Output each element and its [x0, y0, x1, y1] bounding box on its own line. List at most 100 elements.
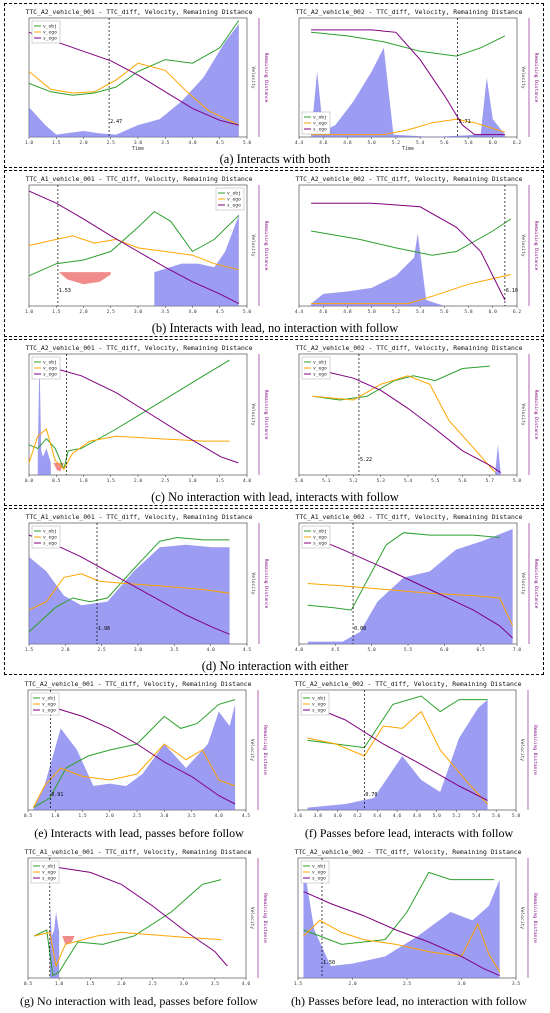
chart-d1-line-s_ego [28, 534, 230, 635]
chart-c2-ttc-fill [495, 444, 501, 475]
chart-b2-right-ylabel-velocity: Velocity [520, 234, 526, 256]
chart-c1-xtick-label: 3.5 [216, 478, 225, 484]
chart-g-xtick-label: 4.0 [242, 981, 251, 987]
chart-a2-legend-entry: v_ego [313, 122, 327, 127]
chart-g: TTC_A1_vehicle_001 - TTC_diff, Velocity,… [24, 848, 268, 987]
chart-g-xtick-label: 0.5 [24, 981, 33, 987]
chart-c2-xtick-label: 5.6 [458, 478, 467, 484]
chart-c1-xtick-label: 2.5 [161, 478, 170, 484]
chart-d1-xtick-label: 4.5 [243, 647, 252, 653]
chart-d1-legend-entry: v_ego [43, 536, 57, 541]
chart-b2-xtick-label: 5.4 [416, 309, 425, 315]
chart-b2-xtick-label: 5.8 [464, 309, 473, 315]
caption-f: (f) Passes before lead, interacts with f… [304, 826, 514, 840]
chart-d2-ttc-fill [307, 529, 513, 644]
chart-h-title: TTC_A2_vehicle_002 - TTC_diff, Velocity,… [294, 848, 521, 856]
chart-g-xtick-label: 2.0 [117, 981, 126, 987]
chart-f: TTC_A2_vehicle_002 - TTC_diff, Velocity,… [294, 680, 538, 819]
chart-h-xtick-label: 3.0 [457, 981, 466, 987]
caption-h: (h) Passes before lead, no interaction w… [291, 994, 527, 1008]
chart-e-xtick-label: 2.0 [106, 813, 115, 819]
chart-panel-b2: TTC_A2_vehicle_002 - TTC_diff, Velocity,… [277, 173, 541, 320]
chart-b1-legend-entry: v_ego [227, 198, 241, 203]
chart-b1-xtick-label: 1.0 [25, 309, 34, 315]
chart-b1: TTC_A1_vehicle_001 - TTC_diff, Velocity,… [25, 175, 269, 315]
chart-f-legend-entry: s_ego [312, 709, 326, 714]
chart-d1-right-ylabel-velocity: Velocity [250, 572, 256, 594]
chart-a2: TTC_A2_vehicle_002 - TTC_diff, Velocity,… [295, 8, 539, 151]
chart-f-xtick-label: 5.6 [492, 813, 501, 819]
chart-e-ttc-fill [33, 704, 236, 810]
chart-panel-h: TTC_A2_vehicle_002 - TTC_diff, Velocity,… [276, 846, 540, 992]
figure-group-a: TTC_A2_vehicle_001 - TTC_diff, Velocity,… [4, 3, 544, 168]
chart-f-line-v_ego [307, 710, 488, 805]
chart-d1-xtick-label: 4.0 [207, 647, 216, 653]
chart-b2-title: TTC_A2_vehicle_002 - TTC_diff, Velocity,… [295, 175, 522, 183]
chart-h-xtick-label: 2.0 [348, 981, 357, 987]
chart-c2-xtick-label: 5.1 [322, 478, 331, 484]
chart-a1-xtick-label: 3.5 [161, 140, 170, 146]
chart-h-line-v_ego [303, 919, 501, 973]
chart-g-ttc-negative-fill [62, 936, 75, 945]
chart-b2: TTC_A2_vehicle_002 - TTC_diff, Velocity,… [295, 175, 539, 315]
chart-c1-xtick-label: 3.0 [188, 478, 197, 484]
chart-b1-xtick-label: 4.0 [188, 309, 197, 315]
chart-a2-xtick-label: 4.4 [295, 140, 304, 146]
chart-b1-xtick-label: 2.5 [107, 309, 116, 315]
chart-e-xtick-label: 2.5 [133, 813, 142, 819]
chart-b2-xtick-label: 4.4 [295, 309, 304, 315]
chart-b2-xtick-label: 6.0 [489, 309, 498, 315]
chart-h-line-s_ego [303, 891, 500, 977]
chart-g-line-v_ego [34, 931, 222, 968]
chart-g-ttc-fill [49, 906, 60, 978]
chart-c2-right-ylabel-velocity: Velocity [520, 403, 526, 425]
chart-c1-legend-entry: s_ego [43, 373, 57, 378]
chart-a2-vline-label: 5.71 [459, 119, 471, 125]
chart-e: TTC_A2_vehicle_001 - TTC_diff, Velocity,… [24, 680, 268, 819]
chart-f-title: TTC_A2_vehicle_002 - TTC_diff, Velocity,… [294, 680, 521, 688]
chart-c1-right-ylabel-velocity: Velocity [250, 403, 256, 425]
chart-d1: TTC_A1_vehicle_001 - TTC_diff, Velocity,… [25, 513, 269, 653]
chart-c1: TTC_A2_vehicle_001 - TTC_diff, Velocity,… [25, 344, 269, 484]
chart-d2-line-v_ego [307, 583, 514, 627]
chart-f-xtick-label: 3.6 [294, 813, 303, 819]
chart-d1-ttc-fill [29, 544, 230, 644]
chart-a2-title: TTC_A2_vehicle_002 - TTC_diff, Velocity,… [295, 8, 522, 16]
chart-e-xtick-label: 1.5 [78, 813, 87, 819]
caption-a: (a) Interacts with both [219, 152, 331, 166]
chart-b1-right-ylabel-distance: Remaining Distance [263, 221, 269, 271]
chart-h-right-ylabel-velocity: Velocity [519, 907, 525, 929]
figure-group-b: TTC_A1_vehicle_001 - TTC_diff, Velocity,… [4, 170, 544, 337]
chart-e-legend-entry: s_ego [42, 709, 56, 714]
chart-b1-ttc-fill [154, 215, 239, 306]
chart-c2-xtick-label: 5.0 [295, 478, 304, 484]
chart-e-right-ylabel-velocity: Velocity [249, 739, 255, 761]
chart-e-xtick-label: 0.5 [24, 813, 33, 819]
chart-e-legend-entry: v_obj [42, 696, 56, 702]
chart-f-xtick-label: 5.2 [452, 813, 461, 819]
chart-a2-right-ylabel-velocity: Velocity [520, 66, 526, 88]
chart-c2-xtick-label: 5.7 [486, 478, 495, 484]
caption-g: (g) No interaction with lead, passes bef… [20, 994, 258, 1008]
chart-a1-xtick-label: 3.0 [134, 140, 143, 146]
chart-d2-xtick-label: 6.0 [440, 647, 449, 653]
chart-a1-xtick-label: 1.5 [52, 140, 61, 146]
chart-d2-line-s_ego [307, 534, 513, 639]
chart-b2-xtick-label: 4.6 [319, 309, 328, 315]
chart-b1-xtick-label: 1.5 [52, 309, 61, 315]
chart-g-legend-entry: v_ego [42, 871, 56, 876]
chart-d1-right-ylabel-distance: Remaining Distance [263, 559, 269, 609]
chart-f-xtick-label: 4.0 [333, 813, 342, 819]
chart-b1-xtick-label: 3.0 [134, 309, 143, 315]
chart-d1-xtick-label: 2.0 [61, 647, 70, 653]
chart-d1-xtick-label: 2.5 [98, 647, 107, 653]
chart-b1-line-v_ego [28, 235, 239, 271]
chart-d1-legend-entry: s_ego [43, 542, 57, 547]
chart-a1-xtick-label: 1.0 [25, 140, 34, 146]
chart-h: TTC_A2_vehicle_002 - TTC_diff, Velocity,… [294, 848, 538, 987]
chart-panel-d1: TTC_A1_vehicle_001 - TTC_diff, Velocity,… [7, 511, 271, 658]
chart-f-legend-entry: v_ego [312, 703, 326, 708]
chart-a2-xtick-label: 5.0 [368, 140, 377, 146]
chart-a1-xtick-label: 4.5 [216, 140, 225, 146]
chart-b2-xtick-label: 5.0 [368, 309, 377, 315]
